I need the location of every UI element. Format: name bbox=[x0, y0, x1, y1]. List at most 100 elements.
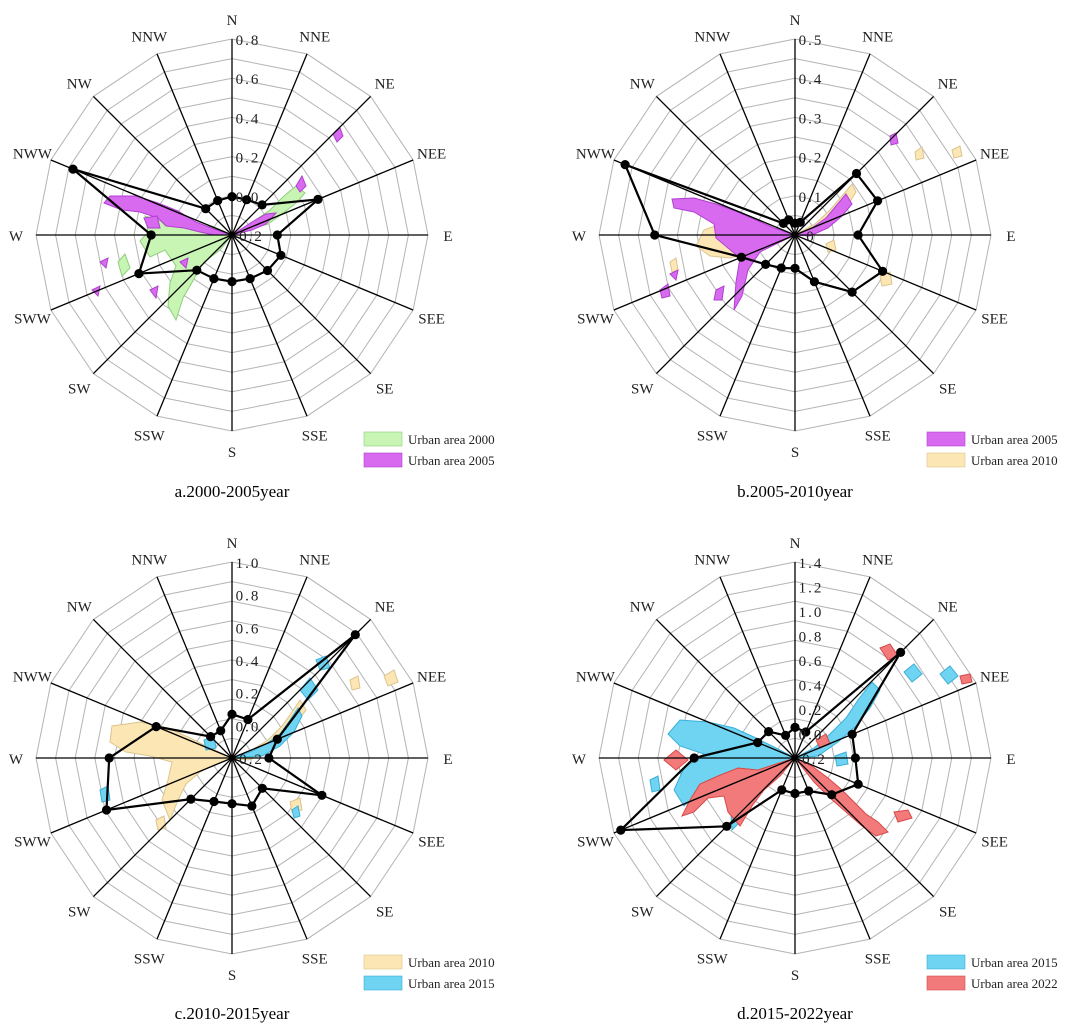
direction-label-see: SEE bbox=[981, 835, 1008, 851]
spoke-nnw bbox=[719, 576, 796, 759]
panel-c-title: c.2010-2015year bbox=[175, 1004, 290, 1023]
direction-label-sw: SW bbox=[68, 382, 91, 398]
direction-label-nee: NEE bbox=[417, 669, 446, 685]
legend-swatch bbox=[363, 452, 403, 468]
legend-swatch bbox=[926, 452, 966, 468]
urban-area-2022-shape bbox=[681, 757, 797, 827]
direction-label-sww: SWW bbox=[577, 835, 615, 851]
legend-label: Urban area 2005 bbox=[408, 453, 495, 468]
data-point-ne bbox=[350, 630, 360, 640]
spoke-nne bbox=[794, 53, 871, 236]
data-point-nnw bbox=[781, 730, 791, 741]
panel-c: -0.20.00.20.40.60.81.0 NNNENENEEESEESESS… bbox=[9, 536, 495, 1023]
direction-label-sww: SWW bbox=[14, 835, 52, 851]
data-point-ne bbox=[257, 200, 267, 210]
legend-label: Urban area 2015 bbox=[408, 976, 495, 991]
spoke-nww bbox=[50, 682, 233, 759]
panel-d-tick-labels: -0.2 0.0 0.2 0.4 0.6 0.8 1.0 1.2 1.4 bbox=[795, 556, 825, 768]
tick-label: 0.5 bbox=[799, 33, 824, 49]
direction-label-w: W bbox=[572, 752, 587, 768]
urban-area-2015-shape bbox=[834, 751, 849, 767]
tick-label: 0.8 bbox=[236, 589, 261, 605]
panel-b-urban-area-shapes bbox=[659, 132, 963, 311]
data-point-ne bbox=[896, 647, 906, 658]
urban-area-2005-shape bbox=[332, 127, 344, 143]
spoke-see bbox=[231, 234, 414, 311]
data-point-sse bbox=[809, 277, 820, 287]
urban-area-2015-shape bbox=[291, 805, 301, 819]
data-point-ssw bbox=[776, 263, 786, 273]
direction-label-n: N bbox=[227, 13, 238, 29]
panel-b-title: b.2005-2010year bbox=[737, 482, 853, 501]
tick-label: 0.8 bbox=[236, 33, 261, 49]
direction-label-ssw: SSW bbox=[134, 429, 166, 445]
spoke-nee bbox=[794, 682, 977, 759]
direction-label-w: W bbox=[572, 229, 587, 245]
legend-swatch bbox=[926, 954, 966, 970]
direction-label-nw: NW bbox=[630, 76, 656, 92]
direction-label-se: SE bbox=[939, 382, 957, 398]
direction-label-sww: SWW bbox=[14, 312, 52, 328]
direction-label-e: E bbox=[1006, 229, 1015, 245]
panel-b-legend: Urban area 2005 Urban area 2010 bbox=[926, 431, 1058, 468]
tick-label: 0.0 bbox=[236, 190, 261, 206]
panel-a-urban-area-shapes bbox=[91, 127, 344, 322]
tick-label: 0.4 bbox=[236, 111, 261, 127]
tick-label: 0.0 bbox=[799, 728, 824, 744]
data-point-sww bbox=[616, 825, 626, 835]
direction-label-nne: NNE bbox=[299, 552, 330, 568]
urban-area-2015-shape bbox=[299, 677, 319, 701]
urban-area-2005-shape bbox=[794, 193, 853, 237]
direction-label-e: E bbox=[1006, 752, 1015, 768]
direction-label-ssw: SSW bbox=[697, 952, 729, 968]
direction-label-sse: SSE bbox=[865, 429, 891, 445]
urban-area-2005-shape bbox=[889, 132, 899, 146]
data-point-n bbox=[790, 722, 800, 733]
urban-area-2005-shape bbox=[149, 285, 159, 300]
direction-label-e: E bbox=[443, 752, 452, 768]
tick-label: 0.2 bbox=[799, 703, 824, 719]
spoke-nnw bbox=[719, 53, 796, 236]
tick-label: -0.2 bbox=[232, 752, 264, 768]
data-point-se bbox=[847, 287, 857, 297]
data-point-sww bbox=[101, 805, 112, 815]
direction-label-nne: NNE bbox=[299, 29, 330, 45]
urban-area-2005-shape bbox=[295, 174, 307, 193]
data-point-se bbox=[827, 790, 837, 800]
urban-area-2005-shape bbox=[143, 215, 161, 229]
panel-d-urban-area-shapes bbox=[649, 643, 973, 837]
data-point-ne bbox=[851, 168, 862, 179]
data-point-sww bbox=[736, 252, 747, 262]
legend-swatch bbox=[363, 431, 403, 447]
urban-area-2010-shape bbox=[669, 257, 679, 273]
direction-label-nee: NEE bbox=[417, 146, 446, 162]
data-point-nnw bbox=[784, 215, 794, 225]
direction-label-n: N bbox=[790, 13, 801, 29]
spoke-nw bbox=[655, 618, 796, 759]
direction-label-nne: NNE bbox=[862, 552, 893, 568]
panel-a-tick-labels: -0.2 0.0 0.2 0.4 0.6 0.8 bbox=[232, 33, 262, 245]
spoke-sww bbox=[50, 757, 233, 834]
direction-label-ne: NE bbox=[375, 599, 395, 615]
data-point-sww bbox=[134, 269, 144, 279]
spoke-nee bbox=[794, 159, 977, 236]
spoke-nne bbox=[231, 53, 308, 236]
urban-area-2005-shape bbox=[99, 257, 109, 270]
urban-area-2010-shape bbox=[951, 145, 963, 159]
panel-b-series bbox=[620, 160, 888, 297]
data-point-sse bbox=[247, 801, 257, 811]
tick-label: 0.6 bbox=[236, 621, 261, 637]
data-point-e bbox=[850, 753, 861, 763]
urban-area-2005-shape bbox=[231, 212, 278, 236]
spoke-sw bbox=[92, 757, 233, 898]
urban-area-2022-shape bbox=[794, 757, 889, 837]
panel-b: 0 0.1 0.2 0.3 0.4 0.5 N NNE NE NEE E SEE SE SSE S SSW S… bbox=[572, 13, 1058, 501]
data-point-ssw bbox=[209, 274, 219, 284]
direction-label-see: SEE bbox=[981, 312, 1008, 328]
tick-label: 1.0 bbox=[799, 605, 824, 621]
direction-label-nee: NEE bbox=[980, 669, 1009, 685]
data-point-see bbox=[853, 779, 863, 789]
data-point-nww bbox=[151, 722, 161, 732]
panel-d-title: d.2015-2022year bbox=[737, 1004, 853, 1023]
